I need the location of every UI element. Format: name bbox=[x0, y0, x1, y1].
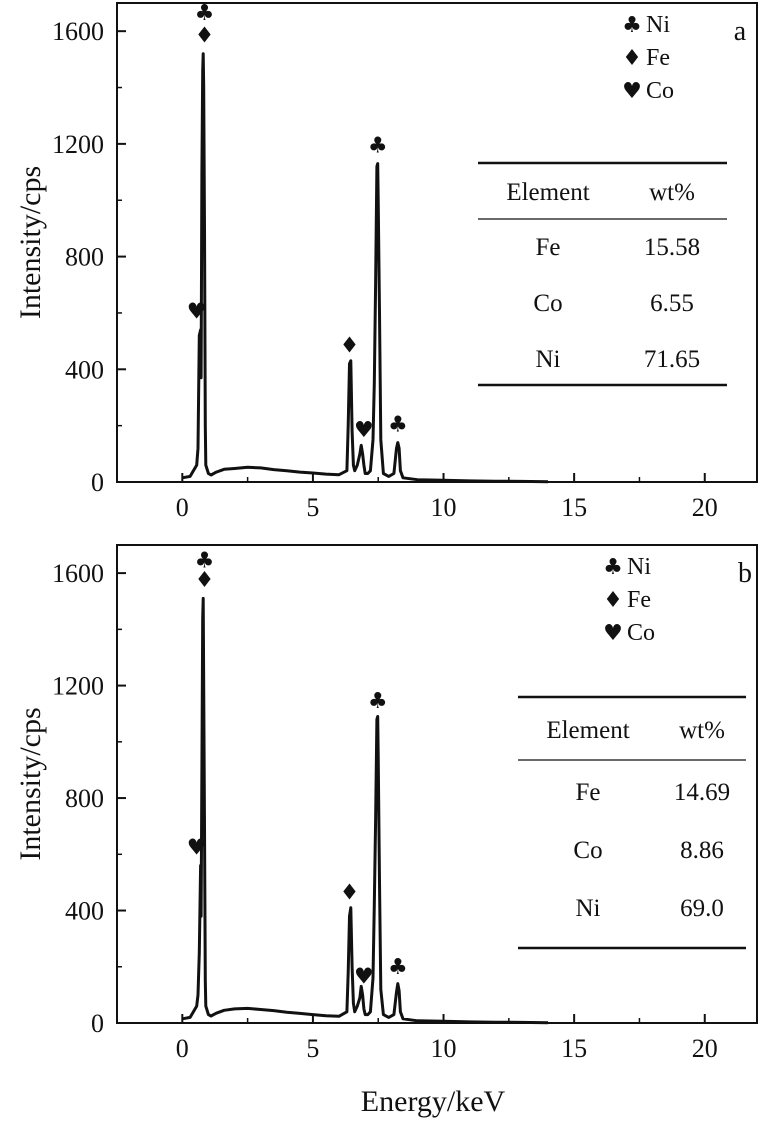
y-tick-label: 1600 bbox=[52, 17, 104, 46]
plot-frame bbox=[116, 544, 758, 1024]
table-cell: Co bbox=[533, 290, 562, 317]
panels: 0 5 10 15 20040080012001600Intensity/cps♣♦♥♦… bbox=[14, 1, 758, 1063]
panel-a: 0 5 10 15 20040080012001600Intensity/cps♣♦♥♦… bbox=[14, 1, 758, 522]
x-tick-label: 10 bbox=[431, 493, 457, 522]
legend-label-co: Co bbox=[646, 78, 674, 104]
table-header-cell: wt% bbox=[649, 179, 695, 206]
panel-letter: b bbox=[738, 558, 752, 589]
table-cell: 71.65 bbox=[644, 346, 700, 373]
composition-table: Element wt% Fe 15.58 Co 6.55 Ni 71.65 bbox=[478, 161, 727, 387]
y-tick-label: 1200 bbox=[52, 672, 104, 701]
table-cell: 14.69 bbox=[674, 779, 730, 806]
y-tick-label: 400 bbox=[65, 355, 104, 384]
legend-label-fe: Fe bbox=[627, 587, 651, 613]
panel-letter: a bbox=[734, 16, 747, 47]
x-tick-label: 5 bbox=[306, 493, 319, 522]
peak-marker-fe: ♦ bbox=[340, 880, 360, 905]
y-tick-label: 1600 bbox=[52, 559, 104, 588]
y-tick-label: 0 bbox=[91, 1009, 104, 1038]
table-header-cell: wt% bbox=[679, 717, 725, 744]
table-cell: 69.0 bbox=[680, 895, 724, 922]
legend-symbol-fe: ♦ bbox=[622, 46, 642, 71]
y-tick-label: 800 bbox=[65, 784, 104, 813]
legend-label-co: Co bbox=[627, 620, 655, 646]
spectrum-line bbox=[182, 596, 549, 1025]
peak-marker-fe: ♦ bbox=[195, 23, 215, 48]
x-tick-label: 15 bbox=[561, 1034, 587, 1063]
table-cell: Fe bbox=[536, 234, 561, 261]
peak-marker-ni: ♣ bbox=[388, 955, 408, 980]
composition-table: Element wt% Fe 14.69 Co 8.86 Ni 69.0 bbox=[518, 695, 746, 950]
table-header-cell: Element bbox=[506, 179, 589, 206]
x-tick-label: 5 bbox=[306, 1034, 319, 1063]
legend-symbol-ni: ♣ bbox=[603, 555, 623, 580]
x-tick-label: 20 bbox=[692, 1034, 718, 1063]
peak-marker-ni: ♣ bbox=[368, 689, 388, 714]
peak-marker-ni: ♣ bbox=[368, 133, 388, 158]
table-cell: 15.58 bbox=[644, 234, 700, 261]
table-cell: 6.55 bbox=[650, 290, 694, 317]
peak-marker-co: ♥ bbox=[187, 300, 207, 325]
y-tick-label: 800 bbox=[65, 243, 104, 272]
table-header-cell: Element bbox=[546, 717, 629, 744]
legend-symbol-fe: ♦ bbox=[603, 588, 623, 613]
legend-symbol-ni: ♣ bbox=[622, 13, 642, 38]
table-cell: Fe bbox=[576, 779, 601, 806]
peak-marker-ni: ♣ bbox=[388, 412, 408, 437]
panel-b: 0 5 10 15 20040080012001600Intensity/cps♣♦♥♦… bbox=[14, 544, 758, 1063]
y-axis-title: Intensity/cps bbox=[14, 707, 47, 860]
y-tick-label: 400 bbox=[65, 897, 104, 926]
peak-marker-co: ♥ bbox=[187, 835, 207, 860]
y-tick-label: 1200 bbox=[52, 130, 104, 159]
y-axis-title: Intensity/cps bbox=[14, 166, 47, 319]
peak-marker-co: ♥ bbox=[354, 418, 374, 443]
table-cell: Ni bbox=[576, 895, 601, 922]
legend-symbol-co: ♥ bbox=[603, 621, 623, 646]
plot-frame bbox=[116, 2, 758, 483]
peak-marker-fe: ♦ bbox=[195, 568, 215, 593]
peak-marker-ni: ♣ bbox=[195, 548, 215, 573]
x-tick-label: 15 bbox=[561, 493, 587, 522]
peak-marker-ni: ♣ bbox=[195, 1, 215, 26]
x-tick-label: 0 bbox=[176, 493, 189, 522]
x-tick-label: 10 bbox=[431, 1034, 457, 1063]
peak-marker-fe: ♦ bbox=[340, 333, 360, 358]
x-tick-label: 0 bbox=[176, 1034, 189, 1063]
table-cell: Ni bbox=[536, 346, 561, 373]
spectrum-line bbox=[182, 52, 549, 484]
legend-label-ni: Ni bbox=[627, 554, 651, 580]
table-cell: Co bbox=[573, 837, 602, 864]
x-tick-label: 20 bbox=[692, 493, 718, 522]
legend-label-ni: Ni bbox=[646, 12, 670, 38]
table-cell: 8.86 bbox=[680, 837, 724, 864]
y-tick-label: 0 bbox=[91, 468, 104, 497]
legend-symbol-co: ♥ bbox=[622, 79, 642, 104]
legend-label-fe: Fe bbox=[646, 45, 670, 71]
peak-marker-co: ♥ bbox=[354, 965, 374, 990]
x-axis-title: Energy/keV bbox=[361, 1085, 506, 1118]
